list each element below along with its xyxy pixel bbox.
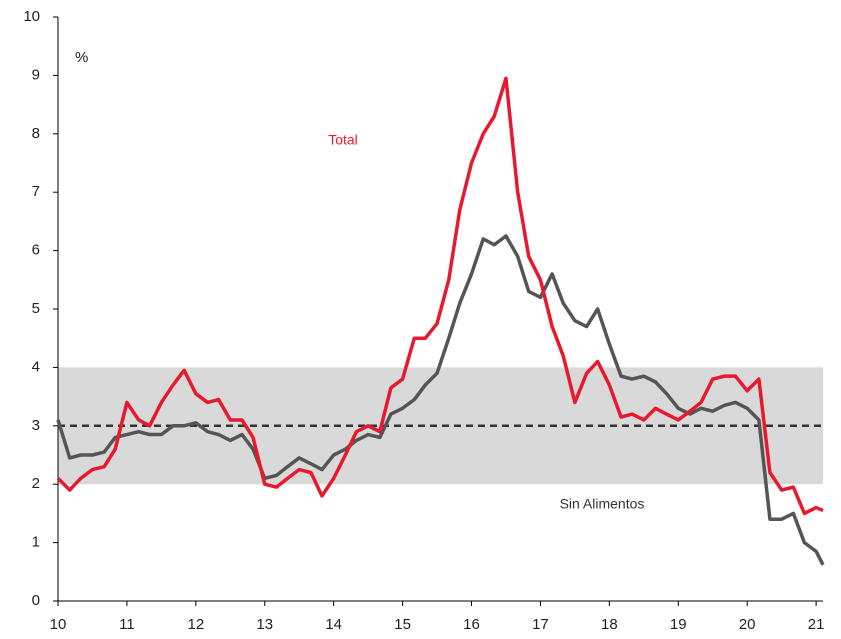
x-tick-label: 16 bbox=[463, 616, 480, 633]
series-line bbox=[56, 76, 824, 516]
y-tick-label: 9 bbox=[32, 66, 40, 83]
x-tick-label: 17 bbox=[532, 616, 549, 633]
y-tick-label: 4 bbox=[32, 358, 40, 375]
y-tick-label: 7 bbox=[32, 183, 40, 200]
x-tick-label: 11 bbox=[119, 616, 135, 633]
y-tick-label: 6 bbox=[32, 242, 40, 259]
y-tick-label: 8 bbox=[32, 125, 40, 142]
x-tick-label: 10 bbox=[50, 616, 67, 633]
y-tick-label: 0 bbox=[32, 592, 40, 609]
x-tick-label: 14 bbox=[325, 616, 342, 633]
y-tick-label: 2 bbox=[32, 475, 40, 492]
x-tick-label: 21 bbox=[808, 616, 825, 633]
series-label: Total bbox=[328, 132, 358, 148]
x-tick-label: 13 bbox=[256, 616, 273, 633]
y-tick-label: 1 bbox=[32, 534, 40, 551]
y-tick-label: 5 bbox=[32, 300, 40, 317]
y-axis-label: % bbox=[75, 49, 88, 66]
y-tick-label: 10 bbox=[23, 8, 40, 25]
x-tick-label: 19 bbox=[670, 616, 687, 633]
x-tick-label: 20 bbox=[739, 616, 756, 633]
x-tick-label: 15 bbox=[394, 616, 411, 633]
x-tick-label: 12 bbox=[187, 616, 204, 633]
series-label: Sin Alimentos bbox=[560, 496, 645, 512]
x-tick-label: 18 bbox=[601, 616, 618, 633]
series-line bbox=[56, 234, 825, 566]
y-tick-label: 3 bbox=[32, 417, 40, 434]
